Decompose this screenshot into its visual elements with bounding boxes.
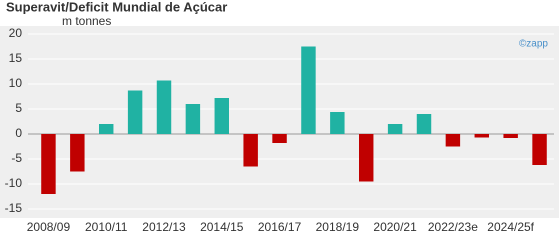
bar [185,104,201,134]
y-tick-label: 20 [9,26,23,40]
x-tick-label: 2024/25f [487,220,534,234]
bar [330,112,345,134]
chart-subtitle: m tonnes [62,14,111,28]
bar [503,134,518,138]
y-tick-label: 0 [15,126,22,140]
logo: ©zapp [519,39,548,50]
x-tick-label: 2016/17 [258,220,302,234]
bar [387,124,403,134]
plot-background [0,26,559,218]
y-tick-label: 15 [9,51,23,65]
x-tick-label: 2012/13 [142,220,186,234]
bar [127,90,143,134]
y-tick-label: -10 [5,176,23,190]
y-tick-label: -5 [11,151,22,165]
y-tick-label: 10 [9,76,23,90]
bar [474,134,489,138]
bar [416,114,432,134]
bar [359,134,374,182]
x-tick-label: 2020/21 [373,220,417,234]
x-tick-label: 2010/11 [85,220,128,234]
bar [301,46,316,134]
x-tick-label: 2008/09 [27,220,71,234]
bar [214,98,229,134]
x-tick-label: 2014/15 [200,220,244,234]
bar [532,134,547,165]
bar [41,134,56,194]
y-tick-label: 5 [15,101,22,115]
x-tick-label: 2022/23e [428,220,478,234]
y-tick-label: -15 [5,201,23,215]
bar [243,134,258,167]
bar [445,134,461,147]
chart-title: Superavit/Deficit Mundial de Açúcar [6,0,227,14]
bar [272,134,287,143]
bar [70,134,85,172]
x-tick-label: 2018/19 [316,220,360,234]
bar [156,80,172,134]
bar [99,124,114,134]
